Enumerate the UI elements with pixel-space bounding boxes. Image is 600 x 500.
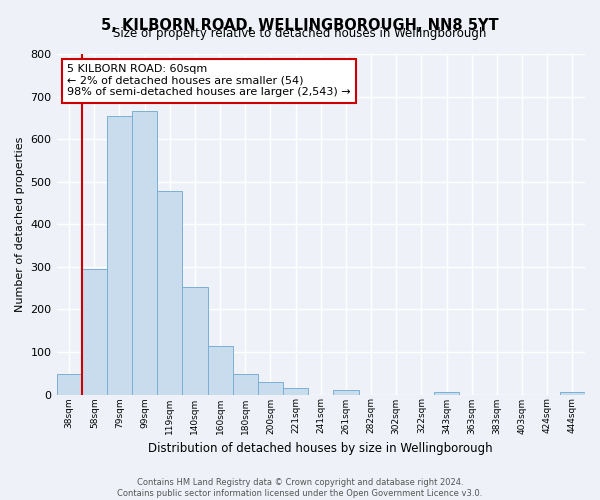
Bar xyxy=(258,382,283,394)
Bar xyxy=(132,112,157,395)
Bar xyxy=(560,392,585,394)
Bar xyxy=(233,374,258,394)
X-axis label: Distribution of detached houses by size in Wellingborough: Distribution of detached houses by size … xyxy=(148,442,493,455)
Bar xyxy=(157,191,182,394)
Bar xyxy=(208,346,233,395)
Bar xyxy=(107,116,132,394)
Bar xyxy=(56,374,82,394)
Bar xyxy=(182,287,208,395)
Y-axis label: Number of detached properties: Number of detached properties xyxy=(15,136,25,312)
Text: Size of property relative to detached houses in Wellingborough: Size of property relative to detached ho… xyxy=(113,28,487,40)
Text: 5, KILBORN ROAD, WELLINGBOROUGH, NN8 5YT: 5, KILBORN ROAD, WELLINGBOROUGH, NN8 5YT xyxy=(101,18,499,32)
Bar xyxy=(434,392,459,394)
Text: 5 KILBORN ROAD: 60sqm
← 2% of detached houses are smaller (54)
98% of semi-detac: 5 KILBORN ROAD: 60sqm ← 2% of detached h… xyxy=(67,64,351,98)
Bar xyxy=(283,388,308,394)
Bar xyxy=(82,269,107,394)
Text: Contains HM Land Registry data © Crown copyright and database right 2024.
Contai: Contains HM Land Registry data © Crown c… xyxy=(118,478,482,498)
Bar xyxy=(334,390,359,394)
